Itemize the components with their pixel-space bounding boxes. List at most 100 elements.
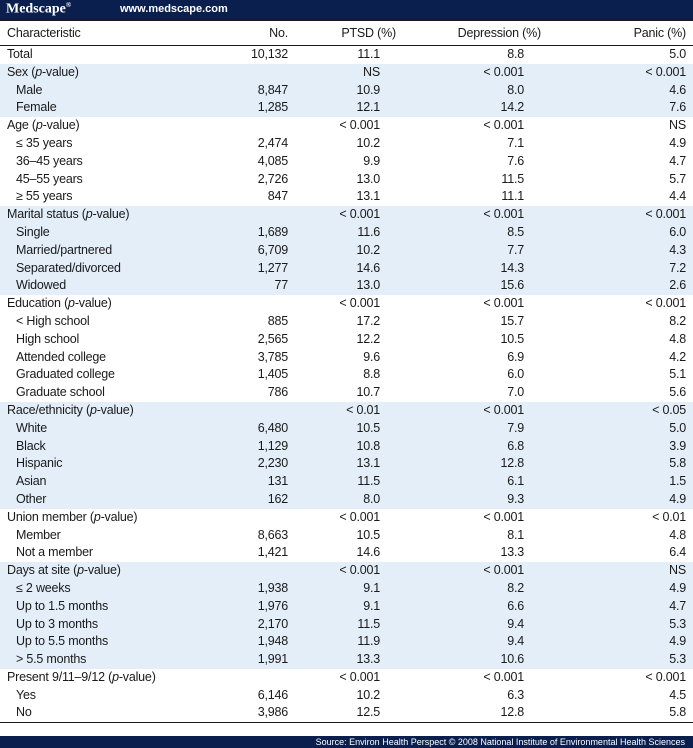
row-label: Married/partnered	[0, 241, 212, 260]
cell-panic: 5.7	[669, 171, 686, 186]
cell-panic: < 0.001	[571, 63, 693, 82]
table-row: Up to 1.5 months 1,976 9.1 6.6 4.7	[0, 597, 693, 616]
cell-ptsd: 9.1	[288, 597, 422, 616]
col-header-characteristic: Characteristic	[0, 21, 212, 46]
cell-panic: 4.9	[571, 579, 693, 598]
cell-no	[212, 401, 288, 420]
cell-no: 3,986	[257, 705, 288, 720]
cell-ptsd: 10.5	[288, 419, 422, 438]
cell-no: 1,991	[212, 651, 288, 669]
cell-ptsd: 12.1	[288, 99, 422, 118]
cell-panic: 5.1	[669, 367, 686, 382]
table-header: Characteristic No. PTSD (%) Depression (…	[0, 21, 693, 46]
cell-depression: < 0.001	[483, 669, 524, 684]
row-label: Yes	[16, 687, 36, 702]
p-italic: p	[68, 296, 75, 311]
cell-ptsd: NS	[288, 63, 422, 82]
cell-ptsd: 14.6	[288, 259, 422, 278]
cell-no: 1,129	[212, 437, 288, 456]
cell-panic: 5.0	[571, 419, 693, 438]
table-row: 45–55 years 2,726 13.0 11.5 5.7	[0, 171, 693, 189]
p-italic: p	[93, 509, 101, 524]
cell-no: 847	[267, 189, 288, 204]
medscape-logo[interactable]: Medscape®	[6, 1, 71, 18]
cell-depression: 10.6	[422, 651, 571, 669]
cell-ptsd: < 0.001	[339, 296, 380, 311]
cell-no: 1,689	[212, 223, 288, 242]
table-row: Up to 3 months 2,170 11.5 9.4 5.3	[0, 615, 693, 634]
cell-no: 77	[212, 277, 288, 296]
cell-depression: 6.0	[507, 367, 524, 382]
table-row: Marital status (p-value) < 0.001 < 0.001 < …	[0, 206, 693, 224]
cell-depression: 13.3	[500, 545, 524, 560]
cell-ptsd: 13.1	[356, 189, 380, 204]
table-row: > 5.5 months 1,991 13.3 10.6 5.3	[0, 651, 693, 669]
cell-depression: 6.3	[507, 687, 524, 702]
cell-no	[212, 63, 288, 82]
table-row: Separated/divorced 1,277 14.6 14.3 7.2	[0, 259, 693, 278]
cell-no: 1,948	[212, 633, 288, 652]
cell-no: 10,132	[250, 47, 288, 61]
cell-panic: < 0.001	[645, 669, 686, 684]
row-label: Black	[0, 437, 212, 456]
site-url-link[interactable]: www.medscape.com	[120, 3, 228, 15]
p-italic: p	[89, 402, 97, 417]
col-header-no: No.	[212, 21, 288, 46]
table-row: Single 1,689 11.6 8.5 6.0	[0, 223, 693, 242]
row-label: > 5.5 months	[0, 651, 212, 669]
cell-panic: 4.8	[669, 527, 686, 542]
cell-depression: 9.4	[422, 633, 571, 652]
cell-no: 162	[212, 490, 288, 509]
cell-panic: 4.9	[571, 490, 693, 509]
cell-ptsd: 10.2	[288, 241, 422, 260]
cell-panic: < 0.001	[645, 296, 686, 311]
cell-ptsd: 9.1	[288, 579, 422, 598]
cell-panic: 5.8	[571, 455, 693, 474]
cell-panic: 7.6	[571, 99, 693, 118]
cell-depression: < 0.001	[483, 509, 524, 524]
row-label: Graduate school	[16, 385, 105, 400]
row-label: Union member (p-value)	[7, 509, 138, 524]
cell-depression: 9.4	[422, 615, 571, 634]
cell-panic: 4.7	[669, 153, 686, 168]
table-row: 36–45 years 4,085 9.9 7.6 4.7	[0, 153, 693, 171]
cell-ptsd: 8.8	[363, 367, 380, 382]
cell-no: 1,405	[257, 367, 288, 382]
cell-no: 2,170	[212, 615, 288, 634]
cell-no: 3,785	[257, 349, 288, 364]
row-label: Single	[0, 223, 212, 242]
p-italic: p	[77, 563, 84, 578]
table-row: Union member (p-value) < 0.001 < 0.001 < 0.…	[0, 509, 693, 527]
cell-panic: 4.9	[571, 633, 693, 652]
cell-depression: 15.6	[422, 277, 571, 296]
logo-reg-mark: ®	[65, 1, 72, 9]
cell-no	[212, 206, 288, 224]
row-label: Up to 3 months	[0, 615, 212, 634]
cell-ptsd: 13.0	[288, 277, 422, 296]
row-label: Graduated college	[16, 367, 115, 382]
cell-panic: 4.7	[571, 597, 693, 616]
row-label: Asian	[0, 473, 212, 491]
row-label: Present 9/11–9/12 (p-value)	[7, 669, 156, 684]
cell-ptsd: 11.9	[288, 633, 422, 652]
cell-depression: 7.7	[422, 241, 571, 260]
table-row: Not a member 1,421 14.6 13.3 6.4	[0, 544, 693, 562]
cell-no: 2,230	[212, 455, 288, 474]
p-italic: p	[112, 669, 119, 684]
table-row: Present 9/11–9/12 (p-value) < 0.001 < 0.00…	[0, 669, 693, 687]
row-label: Attended college	[16, 349, 106, 364]
cell-depression: 10.5	[500, 331, 524, 346]
row-label: Marital status (p-value)	[0, 206, 212, 224]
cell-panic: < 0.05	[571, 401, 693, 420]
row-label: Not a member	[16, 545, 93, 560]
cell-ptsd: 17.2	[356, 313, 380, 328]
cell-no: 885	[267, 313, 288, 328]
row-label: Days at site (p-value)	[0, 562, 212, 580]
row-label: ≥ 55 years	[16, 189, 73, 204]
cell-panic: 4.3	[571, 241, 693, 260]
cell-panic: 7.2	[571, 259, 693, 278]
table-row: ≤ 35 years 2,474 10.2 7.1 4.9	[0, 135, 693, 153]
cell-panic: NS	[669, 118, 686, 133]
table-row: Up to 5.5 months 1,948 11.9 9.4 4.9	[0, 633, 693, 652]
